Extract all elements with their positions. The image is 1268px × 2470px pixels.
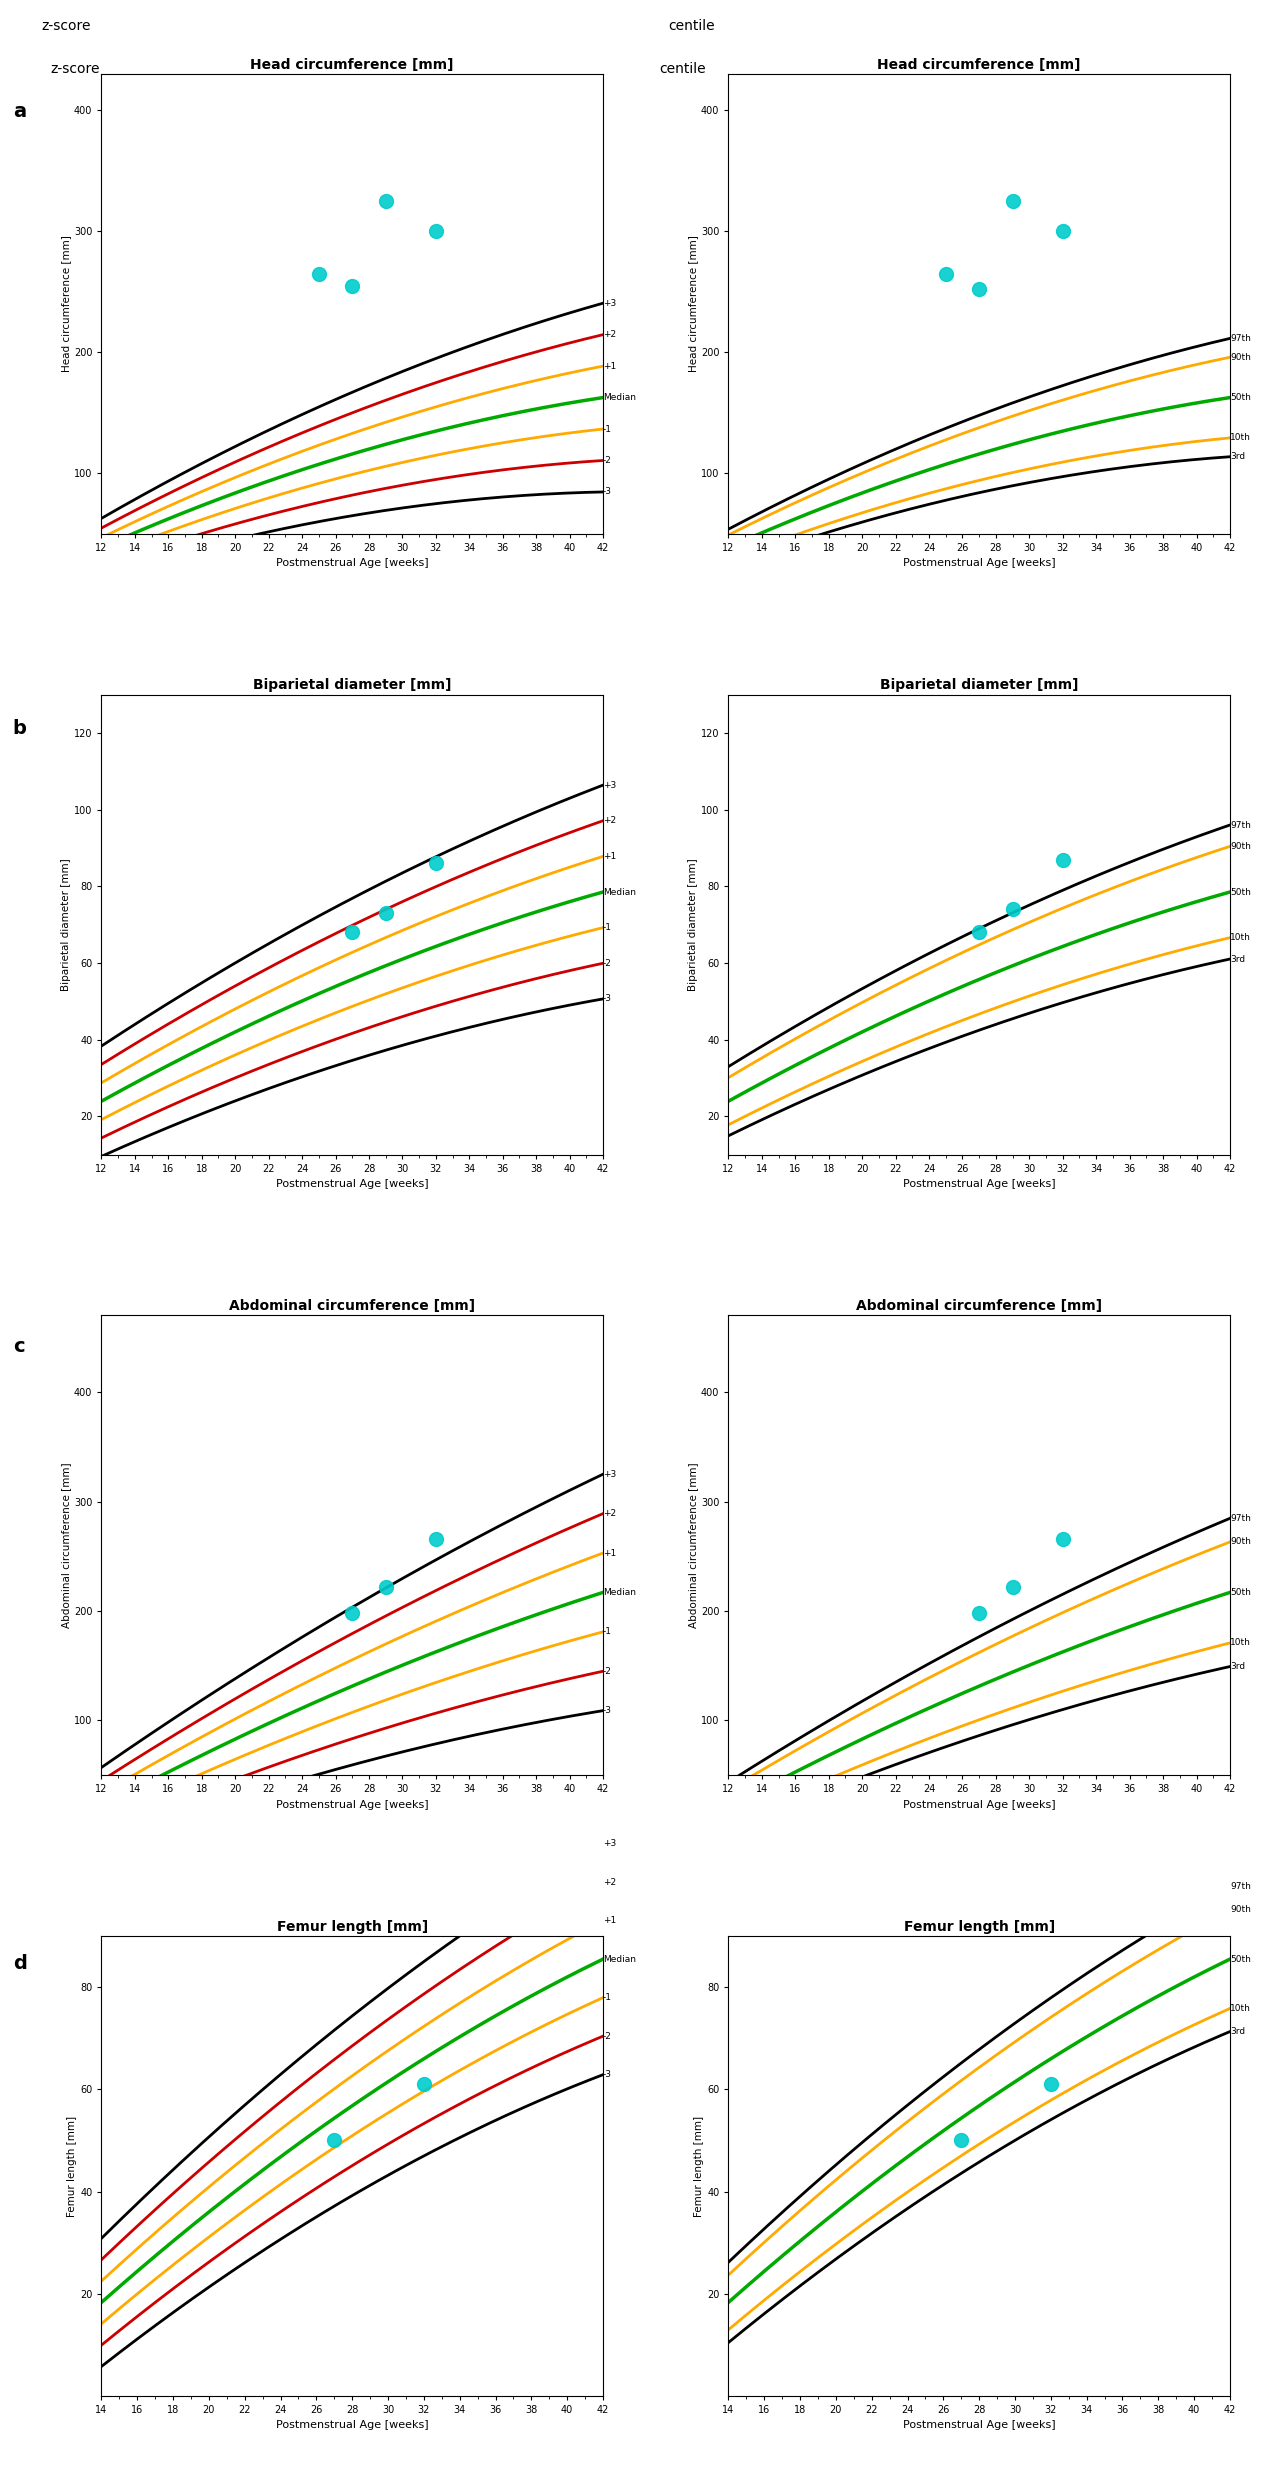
Title: Femur length [mm]: Femur length [mm]: [276, 1919, 427, 1934]
X-axis label: Postmenstrual Age [weeks]: Postmenstrual Age [weeks]: [903, 1801, 1055, 1811]
Text: 3rd: 3rd: [1230, 452, 1245, 462]
Text: 10th: 10th: [1230, 1638, 1250, 1647]
Text: -1: -1: [604, 924, 612, 931]
Text: +1: +1: [604, 1549, 616, 1559]
Text: +1: +1: [604, 852, 616, 862]
Text: 50th: 50th: [1230, 393, 1250, 403]
Text: 10th: 10th: [1230, 432, 1250, 442]
Title: Biparietal diameter [mm]: Biparietal diameter [mm]: [880, 679, 1078, 692]
Text: +3: +3: [604, 1840, 616, 1848]
Text: d: d: [13, 1954, 27, 1974]
Text: -2: -2: [604, 457, 612, 464]
X-axis label: Postmenstrual Age [weeks]: Postmenstrual Age [weeks]: [903, 2421, 1055, 2430]
Text: -1: -1: [604, 1628, 612, 1635]
Text: -3: -3: [604, 487, 612, 496]
Text: +1: +1: [604, 1917, 616, 1924]
Text: b: b: [13, 719, 27, 739]
Y-axis label: Abdominal circumference [mm]: Abdominal circumference [mm]: [61, 1462, 71, 1628]
Title: Head circumference [mm]: Head circumference [mm]: [251, 57, 454, 72]
Text: 97th: 97th: [1230, 820, 1250, 830]
Text: 50th: 50th: [1230, 1954, 1250, 1964]
Text: -2: -2: [604, 1667, 612, 1675]
X-axis label: Postmenstrual Age [weeks]: Postmenstrual Age [weeks]: [276, 1178, 429, 1188]
X-axis label: Postmenstrual Age [weeks]: Postmenstrual Age [weeks]: [276, 1801, 429, 1811]
Text: z-score: z-score: [51, 62, 100, 77]
Text: +2: +2: [604, 1877, 616, 1887]
Text: +3: +3: [604, 1470, 616, 1480]
Text: z-score: z-score: [42, 20, 91, 32]
Text: 90th: 90th: [1230, 1904, 1250, 1914]
Text: +2: +2: [604, 331, 616, 338]
Y-axis label: Abdominal circumference [mm]: Abdominal circumference [mm]: [689, 1462, 699, 1628]
Text: 3rd: 3rd: [1230, 2028, 1245, 2035]
Text: 10th: 10th: [1230, 2003, 1250, 2013]
Text: 90th: 90th: [1230, 1536, 1250, 1546]
X-axis label: Postmenstrual Age [weeks]: Postmenstrual Age [weeks]: [903, 1178, 1055, 1188]
X-axis label: Postmenstrual Age [weeks]: Postmenstrual Age [weeks]: [276, 2421, 429, 2430]
Y-axis label: Biparietal diameter [mm]: Biparietal diameter [mm]: [61, 857, 71, 990]
Text: +2: +2: [604, 1509, 616, 1519]
Title: Abdominal circumference [mm]: Abdominal circumference [mm]: [230, 1299, 476, 1314]
Text: +1: +1: [604, 361, 616, 370]
Text: -2: -2: [604, 958, 612, 968]
Text: -3: -3: [604, 1707, 612, 1714]
X-axis label: Postmenstrual Age [weeks]: Postmenstrual Age [weeks]: [276, 558, 429, 568]
X-axis label: Postmenstrual Age [weeks]: Postmenstrual Age [weeks]: [903, 558, 1055, 568]
Text: centile: centile: [668, 20, 715, 32]
Text: c: c: [13, 1336, 24, 1356]
Title: Abdominal circumference [mm]: Abdominal circumference [mm]: [856, 1299, 1102, 1314]
Text: 97th: 97th: [1230, 333, 1250, 343]
Text: +2: +2: [604, 815, 616, 825]
Text: a: a: [13, 101, 25, 121]
Text: +3: +3: [604, 299, 616, 309]
Y-axis label: Head circumference [mm]: Head circumference [mm]: [61, 235, 71, 373]
Text: 3rd: 3rd: [1230, 953, 1245, 963]
Text: 97th: 97th: [1230, 1514, 1250, 1524]
Text: Median: Median: [604, 1588, 637, 1598]
Text: 97th: 97th: [1230, 1882, 1250, 1892]
Text: -3: -3: [604, 995, 612, 1003]
Text: -3: -3: [604, 2070, 612, 2080]
Y-axis label: Femur length [mm]: Femur length [mm]: [694, 2114, 704, 2216]
Text: Median: Median: [604, 1954, 637, 1964]
Text: 90th: 90th: [1230, 842, 1250, 850]
Y-axis label: Femur length [mm]: Femur length [mm]: [67, 2114, 77, 2216]
Text: 90th: 90th: [1230, 353, 1250, 361]
Text: 3rd: 3rd: [1230, 1662, 1245, 1672]
Title: Biparietal diameter [mm]: Biparietal diameter [mm]: [254, 679, 451, 692]
Title: Femur length [mm]: Femur length [mm]: [904, 1919, 1055, 1934]
Text: 10th: 10th: [1230, 934, 1250, 941]
Text: -1: -1: [604, 1993, 612, 2003]
Y-axis label: Biparietal diameter [mm]: Biparietal diameter [mm]: [689, 857, 699, 990]
Text: centile: centile: [659, 62, 706, 77]
Text: 50th: 50th: [1230, 1588, 1250, 1598]
Title: Head circumference [mm]: Head circumference [mm]: [877, 57, 1080, 72]
Text: +3: +3: [604, 781, 616, 790]
Text: -1: -1: [604, 425, 612, 435]
Text: Median: Median: [604, 393, 637, 403]
Text: Median: Median: [604, 887, 637, 897]
Text: 50th: 50th: [1230, 887, 1250, 897]
Y-axis label: Head circumference [mm]: Head circumference [mm]: [689, 235, 699, 373]
Text: -2: -2: [604, 2033, 612, 2040]
